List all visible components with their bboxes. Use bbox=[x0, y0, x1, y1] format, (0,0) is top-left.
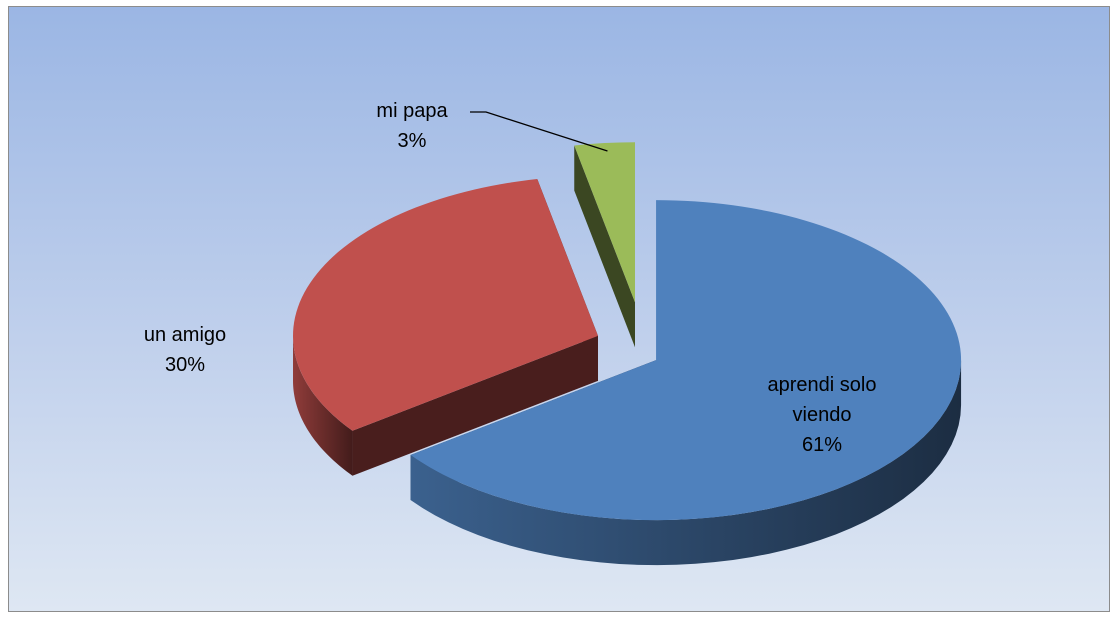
slice-side bbox=[574, 145, 635, 348]
slice-name: aprendi solo viendo bbox=[767, 374, 877, 426]
leader-line bbox=[470, 111, 608, 152]
data-label: un amigo 30% bbox=[120, 320, 250, 380]
slice-name: mi papa bbox=[376, 100, 448, 122]
slice-name: un amigo bbox=[143, 324, 227, 346]
pie-slice bbox=[574, 142, 635, 303]
slice-side bbox=[352, 335, 599, 476]
pie-slice bbox=[410, 200, 962, 521]
slice-wall bbox=[410, 360, 962, 566]
slice-value: 30% bbox=[164, 354, 206, 376]
slice-wall bbox=[293, 335, 353, 476]
slice-value: 61% bbox=[801, 434, 843, 456]
slice-value: 3% bbox=[397, 130, 427, 152]
data-label: mi papa 3% bbox=[347, 96, 477, 156]
pie-slice bbox=[293, 179, 599, 431]
data-label: aprendi solo viendo 61% bbox=[742, 370, 902, 460]
